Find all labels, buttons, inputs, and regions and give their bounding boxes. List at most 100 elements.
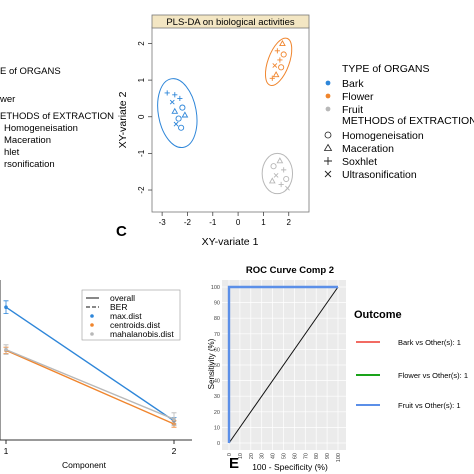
roc-reference-line [228, 286, 339, 444]
plsda-y-ticks: -2 -1 0 1 2 [137, 41, 152, 194]
plsda-title-strip [151, 14, 310, 29]
roc-y-tick-label: 0 [217, 441, 220, 447]
perf-line-max-dist [5, 306, 175, 422]
plsda-x-axis-label: XY-variate 1 [202, 236, 259, 248]
roc-x-tick-label: 10 [238, 453, 244, 459]
plsda-legend: TYPE of ORGANS Bark Flower Fruit METHODS… [323, 63, 474, 181]
perf-line-centroids-dist [5, 349, 175, 425]
legend-overall: overall [110, 293, 135, 303]
roc-y-axis-label: Sensitivity (%) [207, 338, 216, 389]
plsda-y-tick-label: 2 [137, 41, 146, 46]
panel-label-c: C [116, 223, 127, 240]
legend-type-title: TYPE of ORGANS [342, 63, 430, 75]
plsda-point-bark [171, 107, 179, 114]
legend-marker-plus [324, 157, 332, 165]
plsda-y-tick-label: 0 [137, 114, 146, 119]
plsda-x-tick-label: 2 [287, 218, 292, 227]
plsda-point-bark [179, 104, 186, 111]
fragment-line: Maceration [4, 135, 51, 146]
roc-y-tick-label: 80 [214, 316, 220, 322]
legend-method-homogeneisation: Homogeneisation [342, 130, 424, 142]
fragment-line: Homogeneisation [4, 123, 78, 134]
plsda-point-bark [181, 111, 189, 118]
legend-dot-max-dist [90, 314, 94, 318]
perf-legend: overall BER max.dist centroids.dist maha… [81, 289, 181, 341]
legend-type-fruit: Fruit [342, 104, 363, 116]
legend-swatch-fruit [325, 106, 331, 112]
legend-mahalanobis-dist: mahalanobis.dist [110, 329, 174, 339]
plsda-point-fruit [276, 157, 284, 164]
plsda-y-tick-label: -1 [137, 149, 146, 157]
plsda-ellipses [157, 37, 294, 195]
plsda-point-flower [274, 48, 280, 54]
roc-legend-bark: Bark vs Other(s): 1 [398, 338, 461, 347]
plsda-point-fruit [281, 167, 287, 173]
roc-title: ROC Curve Comp 2 [246, 265, 334, 276]
plsda-point-bark [164, 90, 170, 96]
plsda-x-tick-label: -2 [184, 218, 192, 227]
roc-y-tick-label: 10 [214, 425, 220, 431]
plsda-x-tick-label: -1 [209, 218, 217, 227]
legend-marker-triangle [323, 143, 333, 151]
legend-marker-circle [324, 131, 332, 139]
roc-x-tick-label: 50 [282, 453, 288, 459]
perf-point [4, 347, 8, 352]
plsda-point-bark [177, 95, 183, 102]
perf-x-tick-label: 1 [4, 446, 9, 456]
legend-marker-x [324, 170, 332, 178]
plsda-points [164, 39, 290, 191]
roc-legend: Outcome Bark vs Other(s): 1 Flower vs Ot… [354, 309, 468, 410]
legend-ber: BER [110, 302, 127, 312]
roc-legend-title: Outcome [354, 309, 402, 321]
plsda-title: PLS-DA on biological activities [166, 17, 295, 28]
plsda-x-ticks: -3 -2 -1 0 1 2 [159, 212, 292, 227]
roc-y-tick-label: 100 [211, 285, 220, 291]
plsda-x-tick-label: -3 [159, 218, 167, 227]
fragment-line: E of ORGANS [0, 66, 61, 77]
roc-y-tick-label: 40 [214, 379, 220, 385]
plsda-point-bark [173, 121, 179, 127]
legend-type-bark: Bark [342, 78, 364, 90]
roc-grid [222, 280, 346, 450]
roc-x-ticks: 0 10 20 30 40 50 60 70 80 90 100 [227, 453, 342, 462]
roc-x-tick-label: 30 [260, 453, 266, 459]
plsda-point-fruit [268, 177, 276, 184]
plsda-point-fruit [273, 172, 279, 178]
roc-x-tick-label: 100 [336, 453, 342, 462]
legend-centroids-dist: centroids.dist [110, 320, 161, 330]
plsda-point-flower [272, 71, 280, 78]
legend-type-flower: Flower [342, 91, 374, 103]
roc-panel: 0 10 20 30 40 50 60 70 80 90 100 0 10 20 30 40 50 60 70 80… [207, 265, 468, 472]
perf-x-axis-label: Component [62, 460, 107, 470]
legend-max-dist: max.dist [110, 311, 142, 321]
roc-curve-fruit [227, 285, 338, 443]
fragment-line: hlet [4, 147, 20, 158]
plsda-point-flower [272, 63, 278, 68]
plsda-plot-frame [151, 26, 310, 213]
perf-point [4, 305, 8, 310]
perf-point [172, 417, 176, 422]
roc-legend-flower: Flower vs Other(s): 1 [398, 371, 468, 380]
plsda-x-tick-label: 1 [261, 218, 266, 227]
plsda-point-fruit [285, 185, 290, 191]
perf-series [3, 300, 177, 428]
plsda-point-fruit [270, 163, 277, 170]
plsda-point-bark [172, 92, 178, 98]
plsda-point-bark [175, 115, 182, 122]
legend-method-maceration: Maceration [342, 143, 394, 155]
plsda-point-flower [278, 64, 285, 71]
roc-x-tick-label: 20 [249, 453, 255, 459]
plsda-ellipse-bark [157, 78, 198, 149]
legend-method-soxhlet: Soxhlet [342, 156, 377, 168]
plsda-x-tick-label: 0 [236, 218, 241, 227]
roc-x-tick-label: 40 [271, 453, 277, 459]
roc-x-tick-label: 80 [314, 453, 320, 459]
roc-x-axis-label: 100 - Specificity (%) [252, 462, 328, 472]
legend-methods-title: METHODS of EXTRACTION [342, 115, 474, 127]
legend-dot-mahalanobis-dist [90, 332, 94, 336]
plsda-ellipse-flower [264, 37, 293, 86]
roc-y-tick-label: 50 [214, 363, 220, 369]
fragment-line: ETHODS of EXTRACTION [0, 111, 114, 122]
